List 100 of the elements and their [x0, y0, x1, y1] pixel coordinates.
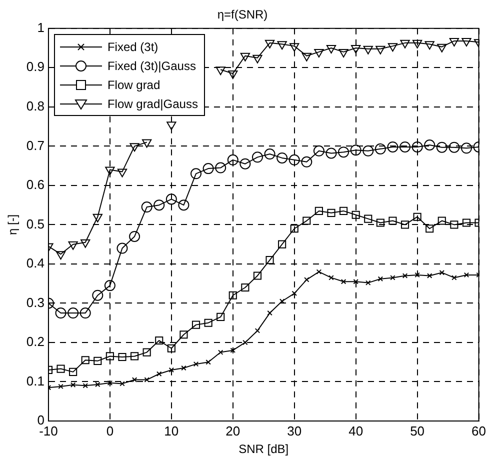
- point: [313, 145, 324, 156]
- point: [80, 308, 91, 319]
- point: [178, 200, 190, 211]
- y-tick-label: 0.4: [26, 256, 44, 271]
- point: [264, 148, 276, 160]
- y-tick-label: 0.2: [26, 334, 44, 350]
- point: [240, 52, 250, 62]
- point: [204, 318, 212, 327]
- point: [400, 141, 411, 152]
- x-tick-label: 0: [106, 423, 114, 438]
- y-axis-title: η [-]: [6, 214, 20, 236]
- point: [292, 290, 297, 296]
- legend-label: Flow grad: [107, 78, 160, 92]
- point: [56, 364, 65, 373]
- point: [277, 41, 287, 50]
- y-tick-label: 0.7: [26, 138, 44, 153]
- point: [390, 275, 396, 280]
- point: [266, 256, 274, 264]
- point: [316, 269, 322, 274]
- point: [376, 46, 386, 54]
- point: [95, 382, 100, 388]
- x-tick-label: 30: [287, 423, 302, 438]
- point: [144, 377, 150, 382]
- point: [314, 48, 324, 58]
- point: [290, 224, 298, 233]
- point: [326, 148, 337, 159]
- point: [56, 251, 66, 260]
- point: [106, 352, 114, 360]
- point: [216, 66, 226, 76]
- y-tick-label: 0.8: [26, 98, 44, 114]
- point: [105, 166, 115, 176]
- point: [302, 216, 311, 225]
- point: [129, 230, 140, 242]
- y-tick-label: 0.9: [26, 59, 44, 74]
- point: [351, 45, 361, 54]
- point: [193, 361, 199, 367]
- point: [366, 280, 371, 286]
- point: [412, 40, 422, 48]
- point: [374, 143, 386, 154]
- point: [424, 140, 436, 150]
- point: [218, 350, 224, 355]
- point: [240, 158, 251, 170]
- point: [80, 239, 90, 248]
- point: [328, 275, 334, 280]
- point: [132, 377, 138, 382]
- x-tick-label: 60: [472, 423, 486, 438]
- point: [414, 272, 420, 278]
- point: [242, 340, 248, 346]
- y-tick-label: 0.6: [26, 177, 44, 192]
- point: [378, 276, 384, 282]
- point: [252, 152, 263, 163]
- point: [452, 275, 457, 280]
- point: [352, 210, 360, 219]
- point: [424, 41, 434, 50]
- point: [142, 139, 152, 148]
- point: [437, 44, 447, 52]
- point: [449, 38, 460, 46]
- point: [278, 240, 286, 248]
- point: [104, 280, 116, 292]
- point: [326, 45, 336, 54]
- point: [141, 202, 152, 213]
- point: [118, 352, 126, 362]
- point: [340, 206, 348, 215]
- point: [376, 218, 384, 227]
- point: [55, 308, 66, 319]
- point: [166, 122, 176, 130]
- point: [142, 348, 151, 356]
- point: [68, 308, 79, 319]
- point: [363, 46, 373, 54]
- point: [69, 368, 78, 376]
- point: [70, 382, 76, 388]
- point: [364, 214, 372, 223]
- point: [264, 40, 275, 48]
- x-tick-label: 50: [410, 423, 425, 438]
- point: [254, 328, 260, 334]
- point: [290, 43, 300, 52]
- x-tick-label: 20: [226, 423, 240, 438]
- point: [388, 43, 398, 52]
- point: [241, 283, 250, 292]
- point: [68, 241, 78, 250]
- point: [117, 168, 128, 178]
- legend-label: Fixed (3t): [107, 40, 158, 54]
- point: [228, 291, 237, 300]
- point: [338, 146, 350, 158]
- point: [460, 142, 472, 154]
- point: [180, 330, 188, 339]
- point: [253, 272, 262, 280]
- y-tick-label: 0.3: [26, 294, 44, 310]
- point: [215, 162, 226, 174]
- point: [438, 216, 446, 225]
- point: [362, 145, 374, 156]
- point: [464, 272, 470, 278]
- point: [412, 141, 423, 152]
- point: [116, 242, 128, 254]
- point: [353, 279, 358, 284]
- point: [192, 320, 200, 329]
- point: [130, 352, 139, 360]
- point: [462, 218, 471, 227]
- point: [387, 141, 398, 152]
- point: [216, 312, 225, 321]
